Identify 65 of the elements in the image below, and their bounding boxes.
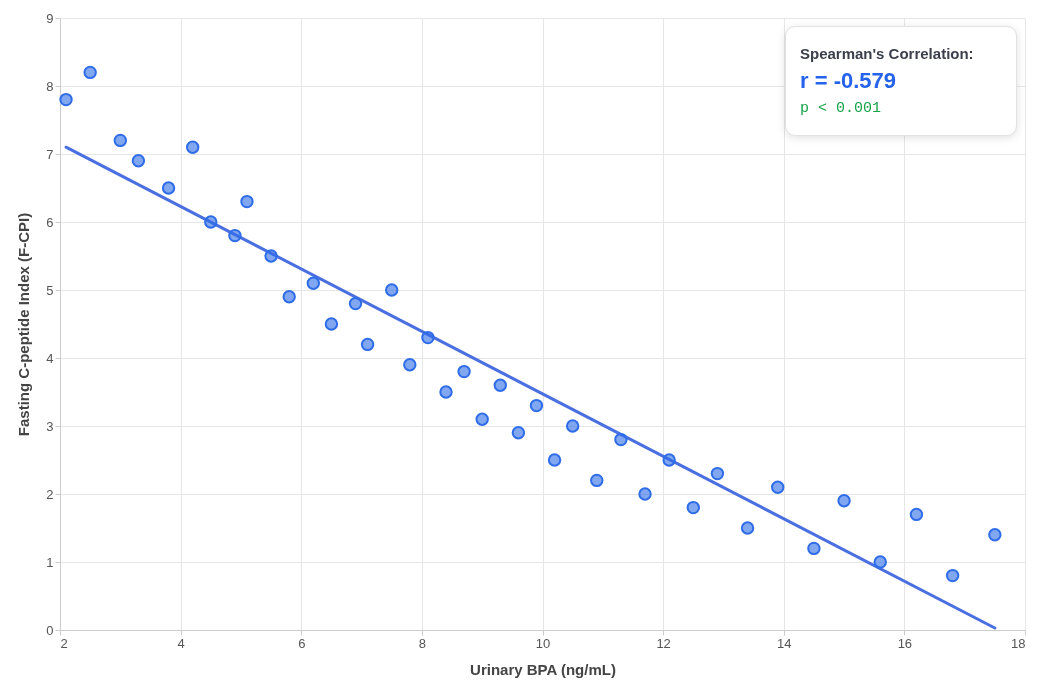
y-tick-label: 2 <box>46 486 54 502</box>
y-tick-label: 3 <box>46 418 54 434</box>
point <box>185 140 200 154</box>
point <box>945 568 960 583</box>
annotation: Spearman's Correlation: <box>800 45 975 62</box>
point <box>306 276 321 290</box>
point <box>439 385 453 399</box>
point <box>421 330 435 345</box>
x-tick-label: 6 <box>298 635 306 651</box>
y-tick-label: 0 <box>46 622 54 638</box>
y-tick-label: 7 <box>46 146 54 162</box>
point <box>873 555 887 569</box>
point <box>475 412 489 426</box>
x-tick-label: 12 <box>656 635 671 651</box>
point <box>228 228 242 243</box>
note-card: Spearman's Correlation: r = -0.579 p < 0.001 <box>785 26 1017 136</box>
point <box>771 480 785 494</box>
point <box>686 500 700 515</box>
point <box>59 92 73 107</box>
annotation: p < 0.001 <box>800 100 882 117</box>
y-tick-label: 5 <box>46 282 54 298</box>
y-tick-label: 8 <box>46 78 54 94</box>
x-tick-label: 14 <box>777 635 792 651</box>
point <box>324 317 339 331</box>
point <box>113 133 128 148</box>
point <box>740 521 755 535</box>
point <box>360 337 375 352</box>
point <box>204 215 218 229</box>
x-tick-label: 8 <box>418 635 426 651</box>
y-tick-label: 1 <box>46 554 54 570</box>
point <box>837 494 851 508</box>
point <box>988 528 1002 542</box>
point <box>909 507 924 522</box>
point <box>457 364 471 379</box>
point <box>83 65 97 80</box>
y-axis-title: Fasting C-peptide Index (F-CPI) <box>15 212 33 437</box>
point <box>282 290 296 304</box>
point <box>131 154 146 168</box>
x-tick-label: 4 <box>177 635 185 651</box>
point <box>161 181 176 195</box>
x-tick-label: 16 <box>897 635 913 651</box>
point <box>807 541 821 556</box>
y-tick-label: 6 <box>46 214 54 230</box>
y-tick-label: 9 <box>46 10 54 26</box>
x-tick-label: 18 <box>1011 635 1026 651</box>
y-tick-label: 4 <box>46 350 54 366</box>
x-axis-title: Urinary BPA (ng/mL) <box>470 660 616 678</box>
x-tick-label: 2 <box>60 635 68 651</box>
x-tick-label: 10 <box>535 635 551 651</box>
point <box>529 398 544 413</box>
point <box>385 283 399 297</box>
point <box>240 194 254 209</box>
point <box>710 466 725 481</box>
point <box>348 296 363 311</box>
point <box>547 453 562 467</box>
point <box>614 432 628 447</box>
point <box>662 453 676 467</box>
point <box>511 426 526 440</box>
point <box>493 378 507 392</box>
point <box>264 249 278 263</box>
annotation: r = -0.579 <box>800 68 897 94</box>
point <box>590 473 604 488</box>
point <box>403 358 417 372</box>
point <box>565 419 580 433</box>
point <box>638 487 652 501</box>
